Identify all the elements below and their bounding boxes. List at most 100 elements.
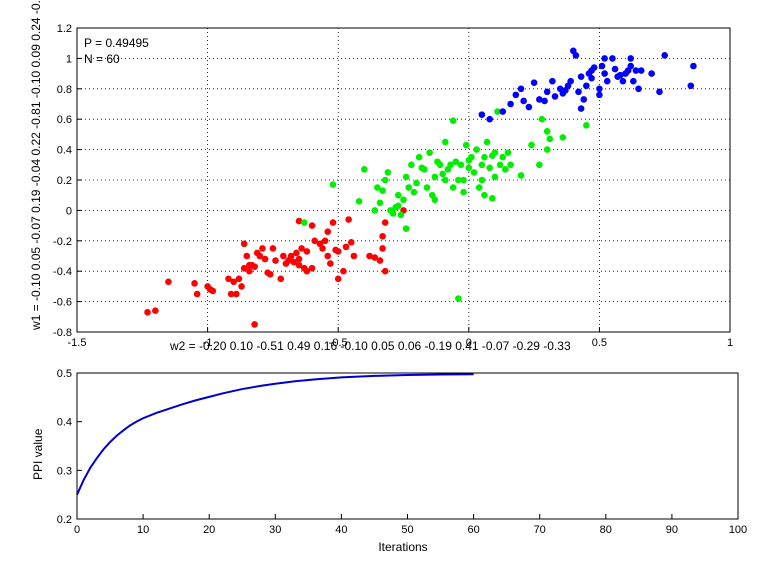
scatter-point-blue (596, 85, 603, 93)
scatter-point-green (421, 166, 428, 173)
scatter-point-blue (637, 67, 645, 74)
scatter-point-blue (583, 82, 590, 90)
scatter-point-blue (530, 79, 538, 87)
scatter-point-red (324, 228, 332, 235)
scatter-point-blue (507, 100, 514, 108)
scatter-y-label: w1 = -0.10 0.05 -0.07 0.19 -0.04 0.22 -0… (29, 0, 43, 331)
scatter-y-tick-label: 1.2 (57, 23, 72, 35)
scatter-point-red (165, 278, 172, 286)
scatter-x-tick-label: -1 (203, 337, 213, 349)
annotation-p-value: P = 0.49495 (84, 36, 149, 50)
scatter-point-green (379, 187, 386, 194)
scatter-point-green (455, 176, 462, 184)
scatter-point-blue (616, 71, 624, 79)
line-x-tick-label: 80 (600, 524, 612, 536)
scatter-point-green (431, 196, 439, 204)
scatter-point-green (455, 295, 462, 302)
scatter-point-red (366, 252, 373, 260)
scatter-point-green (394, 202, 402, 210)
line-x-tick-label: 60 (467, 524, 479, 536)
scatter-point-red (227, 290, 235, 298)
scatter-point-green (502, 166, 509, 173)
scatter-point-green (371, 207, 379, 214)
scatter-point-blue (577, 73, 585, 80)
scatter-point-blue (609, 55, 616, 62)
scatter-point-red (342, 243, 350, 251)
line-x-tick-label: 100 (729, 524, 747, 536)
scatter-point-green (478, 176, 486, 184)
scatter-point-red (230, 278, 238, 286)
scatter-point-green (559, 134, 567, 141)
scatter-point-red (261, 255, 269, 263)
scatter-point-red (193, 290, 201, 298)
scatter-point-blue (627, 62, 635, 70)
scatter-point-green (460, 176, 467, 184)
scatter-point-green (486, 164, 493, 172)
scatter-point-blue (577, 105, 585, 112)
scatter-point-green (543, 128, 551, 135)
scatter-x-label: w2 = -0.20 0.10 -0.51 0.49 0.16 -0.10 0.… (169, 339, 571, 353)
scatter-point-green (394, 191, 402, 199)
scatter-point-red (303, 267, 311, 275)
scatter-point-blue (619, 77, 627, 85)
scatter-y-tick-label: -0.2 (53, 236, 72, 248)
scatter-point-blue (598, 62, 606, 70)
scatter-point-green (452, 158, 460, 166)
scatter-point-red (240, 264, 248, 272)
scatter-point-red (191, 280, 198, 287)
scatter-point-green (402, 225, 410, 232)
scatter-y-tick-label: -0.8 (53, 327, 72, 339)
scatter-point-green (481, 191, 488, 199)
scatter-point-red (251, 321, 258, 328)
scatter-point-blue (590, 64, 598, 71)
scatter-point-green (499, 153, 507, 161)
scatter-y-ticks: -0.8 -0.6 -0.4 -0.2 0 0.2 0.4 0.6 0.8 1 1.2 (53, 23, 82, 339)
scatter-point-blue (690, 62, 697, 70)
scatter-point-red (295, 255, 303, 263)
scatter-point-green (478, 161, 486, 169)
scatter-y-tick-label: -0.4 (53, 266, 72, 278)
scatter-plot: -1.5 -1 -0.5 0 0.5 1 -0.8 -0.6 -0.4 -0.2 0 0.2 0.4 0… (29, 0, 733, 353)
scatter-point-green (413, 179, 420, 187)
scatter-point-red (329, 219, 337, 226)
scatter-point-green (384, 169, 392, 176)
scatter-point-red (379, 232, 386, 240)
line-x-tick-label: 0 (74, 524, 80, 536)
scatter-point-red (321, 237, 329, 245)
line-x-tick-label: 30 (269, 524, 281, 536)
line-x-tick-label: 50 (401, 524, 413, 536)
scatter-point-green (538, 115, 546, 123)
scatter-point-blue (567, 77, 574, 85)
scatter-point-red (381, 267, 389, 275)
scatter-point-green (481, 153, 488, 161)
scatter-point-red (303, 248, 311, 255)
scatter-point-blue (601, 55, 608, 62)
line-x-tick-label: 10 (137, 524, 149, 536)
scatter-point-green (546, 135, 554, 143)
scatter-axes-frame (76, 27, 731, 333)
scatter-point-green (473, 146, 480, 153)
scatter-point-red (290, 258, 298, 266)
scatter-point-blue (603, 77, 611, 85)
scatter-point-green (491, 149, 499, 156)
scatter-point-blue (661, 52, 668, 59)
scatter-point-red (243, 252, 251, 260)
scatter-point-green (439, 170, 446, 178)
scatter-point-green (300, 219, 308, 226)
scatter-point-red (246, 267, 253, 275)
scatter-point-red (298, 245, 305, 252)
scatter-x-ticks: -1.5 -1 -0.5 0 0.5 1 (68, 327, 733, 349)
scatter-point-green (436, 161, 444, 169)
scatter-y-tick-label: 0.2 (57, 175, 72, 187)
scatter-point-blue (525, 103, 533, 111)
scatter-point-red (225, 275, 232, 283)
scatter-point-red (293, 249, 300, 257)
scatter-point-green (361, 166, 368, 173)
scatter-point-blue (486, 115, 493, 123)
scatter-point-blue (499, 108, 507, 115)
scatter-point-blue (512, 91, 520, 99)
scatter-point-green (460, 188, 467, 196)
scatter-point-green (528, 141, 535, 149)
scatter-point-blue (541, 97, 548, 105)
